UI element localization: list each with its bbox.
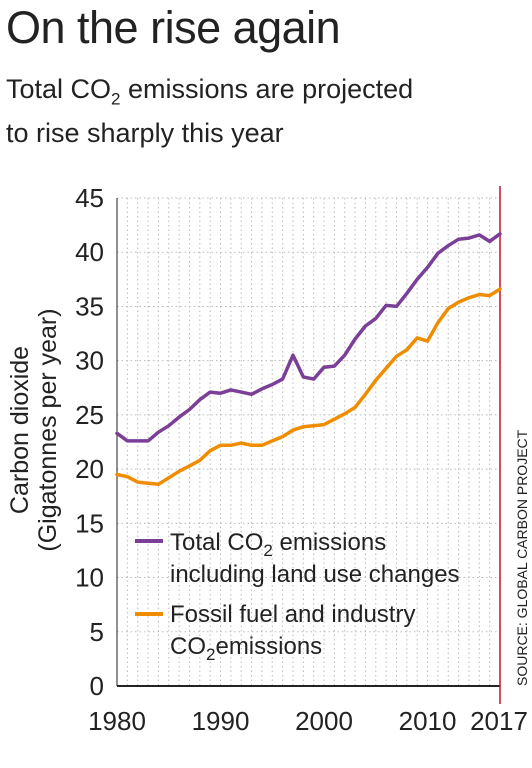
x-tick-labels: 1980 1990 2000 2010 [88, 706, 456, 736]
series-lines [115, 232, 502, 487]
y-tick-label: 40 [75, 237, 104, 267]
y-tick-label: 30 [75, 346, 104, 376]
x-tick-label: 1980 [88, 706, 146, 736]
legend: Total CO2 emissions including land use c… [135, 529, 460, 664]
y-axis-label: Carbon dioxide (Gigatonnes per year) [6, 308, 62, 551]
subtitle-line2: to rise sharply this year [6, 118, 284, 149]
y-tick-label: 0 [90, 671, 104, 701]
source-note: SOURCE: GLOBAL CARBON PROJECT [514, 429, 530, 686]
highlight-year-label: 2017 [470, 706, 528, 736]
series-line-fossil [115, 287, 502, 487]
legend-total-line1: Total CO2 emissions [170, 529, 386, 560]
y-tick-label: 35 [75, 291, 104, 321]
chart-subtitle: Total CO2 emissions are projected to ris… [6, 72, 526, 150]
x-tick-label: 1990 [192, 706, 250, 736]
x-tick-label: 2010 [399, 706, 457, 736]
y-tick-label: 20 [75, 454, 104, 484]
subtitle-line1-sub: 2 [111, 89, 121, 109]
subtitle-line1-post: emissions are projected [120, 74, 414, 104]
y-axis-label-line1: Carbon dioxide [6, 346, 34, 514]
y-tick-label: 45 [75, 183, 104, 213]
legend-total-line2: including land use changes [170, 561, 460, 588]
y-tick-label: 5 [90, 617, 104, 647]
subtitle-line1-pre: Total CO [6, 74, 112, 104]
y-axis-label-line2: (Gigatonnes per year) [34, 308, 62, 551]
y-tick-label: 15 [75, 508, 104, 538]
series-line-total [115, 232, 502, 443]
legend-fossil-line2: CO2emissions [170, 633, 322, 664]
y-tick-labels: 0 5 10 15 20 25 30 35 40 45 [75, 183, 104, 701]
legend-total-pre: Total CO [170, 529, 263, 556]
chart-title: On the rise again [6, 2, 341, 53]
legend-fossil-post: emissions [215, 633, 322, 660]
x-tick-label: 2000 [295, 706, 353, 736]
legend-total-sub: 2 [263, 541, 272, 560]
legend-fossil-sub: 2 [206, 645, 215, 664]
legend-fossil-pre: CO [170, 633, 206, 660]
y-tick-label: 10 [75, 563, 104, 593]
legend-total-post: emissions [273, 529, 386, 556]
y-tick-label: 25 [75, 400, 104, 430]
legend-fossil-line1: Fossil fuel and industry [170, 601, 415, 628]
